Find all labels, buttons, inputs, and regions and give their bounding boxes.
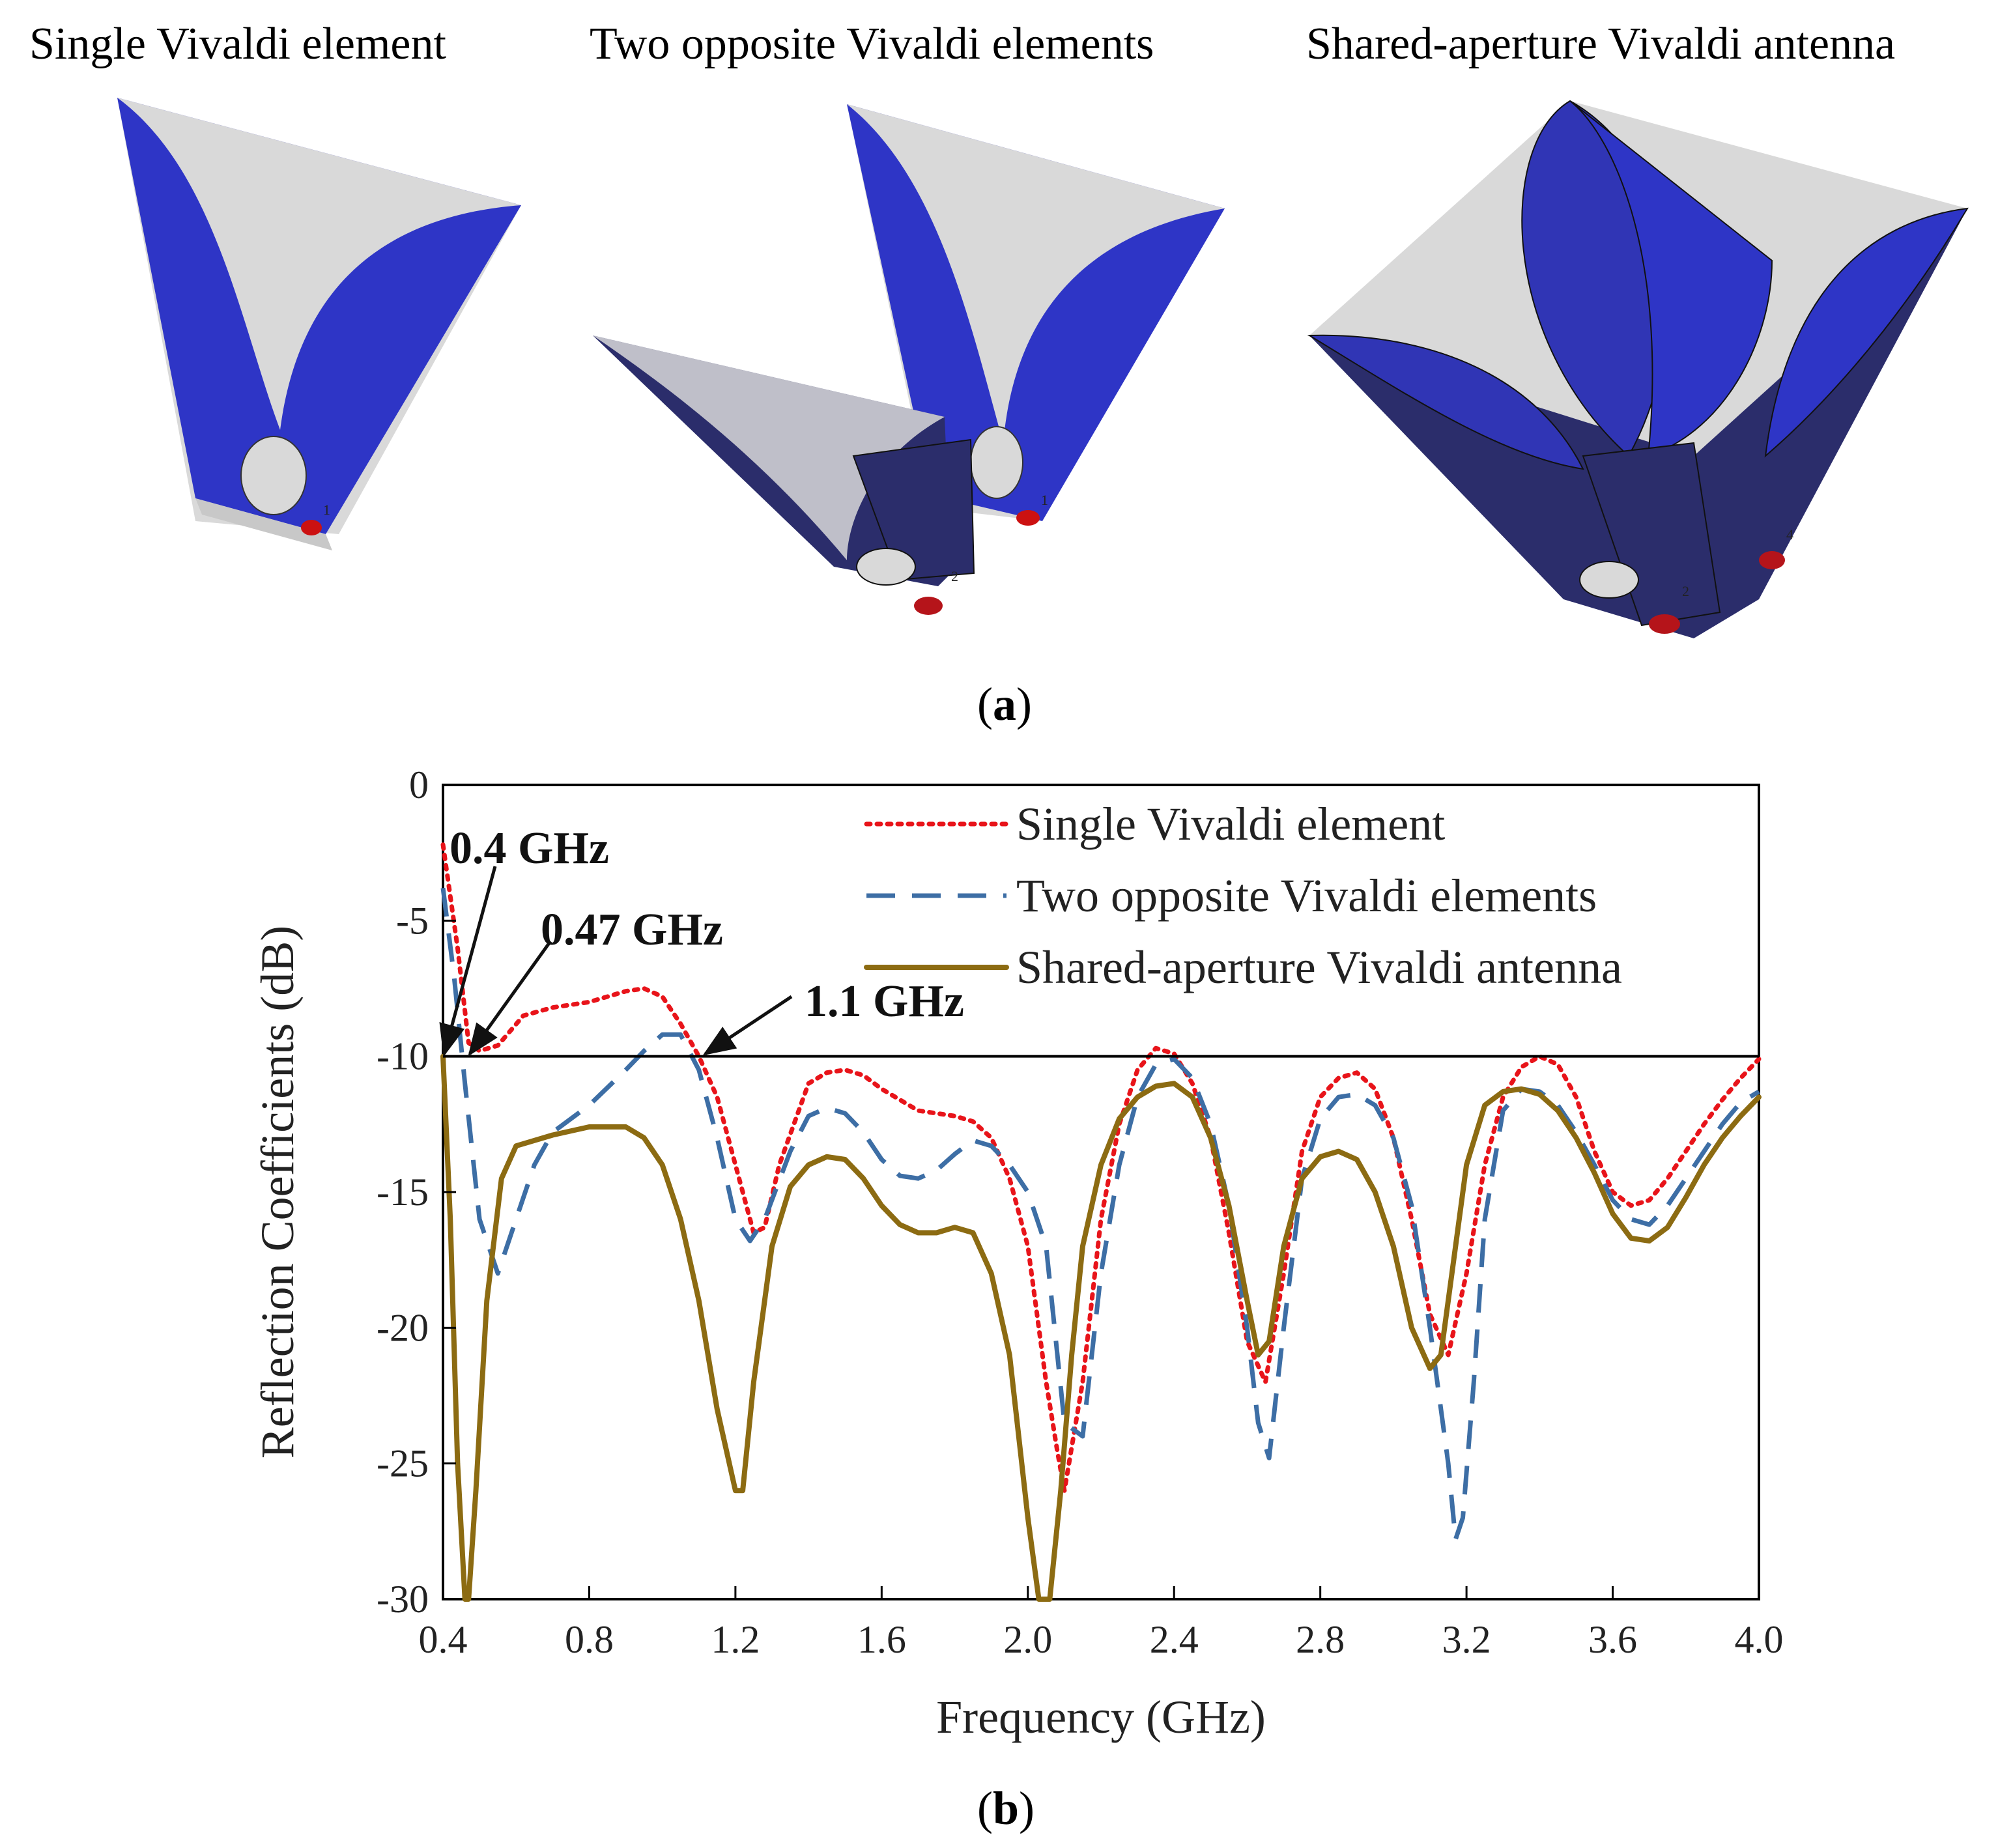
cavity-circle — [856, 548, 916, 586]
title-two-opposite-vivaldi: Two opposite Vivaldi elements — [590, 19, 1154, 69]
port-label: 2 — [951, 568, 958, 584]
caption-b: (b) — [977, 1782, 1035, 1834]
vivaldi-petal — [1569, 100, 1773, 457]
flare-slot — [847, 104, 1225, 443]
series-line-0 — [440, 842, 1762, 1493]
y-tick-label: -15 — [377, 1171, 429, 1214]
cavity-circle — [1579, 561, 1639, 599]
legend-label-1: Two opposite Vivaldi elements — [1016, 870, 1597, 922]
y-axis-label: Reflection Coefficients (dB) — [251, 926, 304, 1458]
feed-port-2 — [914, 597, 943, 615]
x-tick-label: 0.4 — [419, 1618, 468, 1661]
annotation-label-0: 0.4 GHz — [450, 823, 609, 874]
y-tick-label: 0 — [409, 763, 429, 806]
port-label: 4 — [1786, 526, 1793, 543]
annotation-arrow-0 — [439, 866, 497, 1057]
x-tick-label: 0.8 — [565, 1618, 614, 1661]
y-tick-label: -20 — [377, 1306, 429, 1349]
cavity-circle — [240, 436, 307, 515]
x-tick-label: 2.0 — [1003, 1618, 1052, 1661]
legend-label-2: Shared-aperture Vivaldi antenna — [1016, 941, 1622, 993]
x-tick-label: 2.8 — [1296, 1618, 1345, 1661]
plot-frame — [442, 784, 1760, 1600]
port-label: 2 — [1682, 583, 1689, 599]
title-shared-aperture-vivaldi: Shared-aperture Vivaldi antenna — [1306, 19, 1896, 69]
vivaldi-plate-right — [1694, 208, 1967, 638]
cavity-circle — [970, 426, 1023, 499]
x-tick-label: 3.6 — [1588, 1618, 1637, 1661]
two-opposite-vivaldi-model: 1 2 — [593, 104, 1225, 615]
vivaldi-petal — [1764, 207, 1969, 458]
y-tick-label: -10 — [377, 1035, 429, 1078]
caption-a: (a) — [977, 678, 1032, 730]
reflection-coefficient-chart: 0.4 0.8 1.2 1.6 2.0 2.4 2.8 3.2 3.6 4.0 0 -5 -10 -15 -… — [251, 763, 1784, 1743]
y-tick-label: -25 — [377, 1442, 429, 1485]
annotation-label-2: 1.1 GHz — [805, 976, 964, 1027]
substrate-edge — [195, 498, 332, 550]
feed-port-4 — [1759, 551, 1785, 569]
feed-port-2 — [1649, 614, 1680, 634]
single-vivaldi-model: 1 — [117, 98, 521, 550]
x-tick-label: 2.4 — [1150, 1618, 1199, 1661]
x-axis-label: Frequency (GHz) — [936, 1691, 1266, 1743]
annotation-label-1: 0.47 GHz — [541, 905, 723, 955]
legend-label-0: Single Vivaldi element — [1016, 798, 1445, 850]
vivaldi-petal — [1307, 334, 1584, 470]
feed-port-1 — [1016, 510, 1040, 526]
port-label: 1 — [323, 502, 330, 518]
x-tick-label: 4.0 — [1735, 1618, 1784, 1661]
annotation-arrow-1 — [468, 940, 552, 1057]
y-tick-label: -30 — [377, 1578, 429, 1621]
y-tick-label: -5 — [396, 899, 429, 942]
title-single-vivaldi: Single Vivaldi element — [29, 19, 446, 69]
flare-slot — [593, 335, 945, 560]
x-tick-label: 3.2 — [1442, 1618, 1491, 1661]
series-line-2 — [440, 1053, 1762, 1602]
port-label: 1 — [1041, 492, 1048, 508]
shared-aperture-vivaldi-model: 2 4 — [1307, 100, 1969, 638]
annotation-arrow-2 — [702, 995, 793, 1056]
vivaldi-side-face — [852, 438, 975, 581]
flare-slot — [117, 98, 521, 430]
feed-port-1 — [301, 520, 322, 535]
x-tick-label: 1.2 — [711, 1618, 760, 1661]
antenna-models-illustration: 1 1 2 2 4 — [117, 98, 1969, 638]
x-tick-label: 1.6 — [857, 1618, 906, 1661]
